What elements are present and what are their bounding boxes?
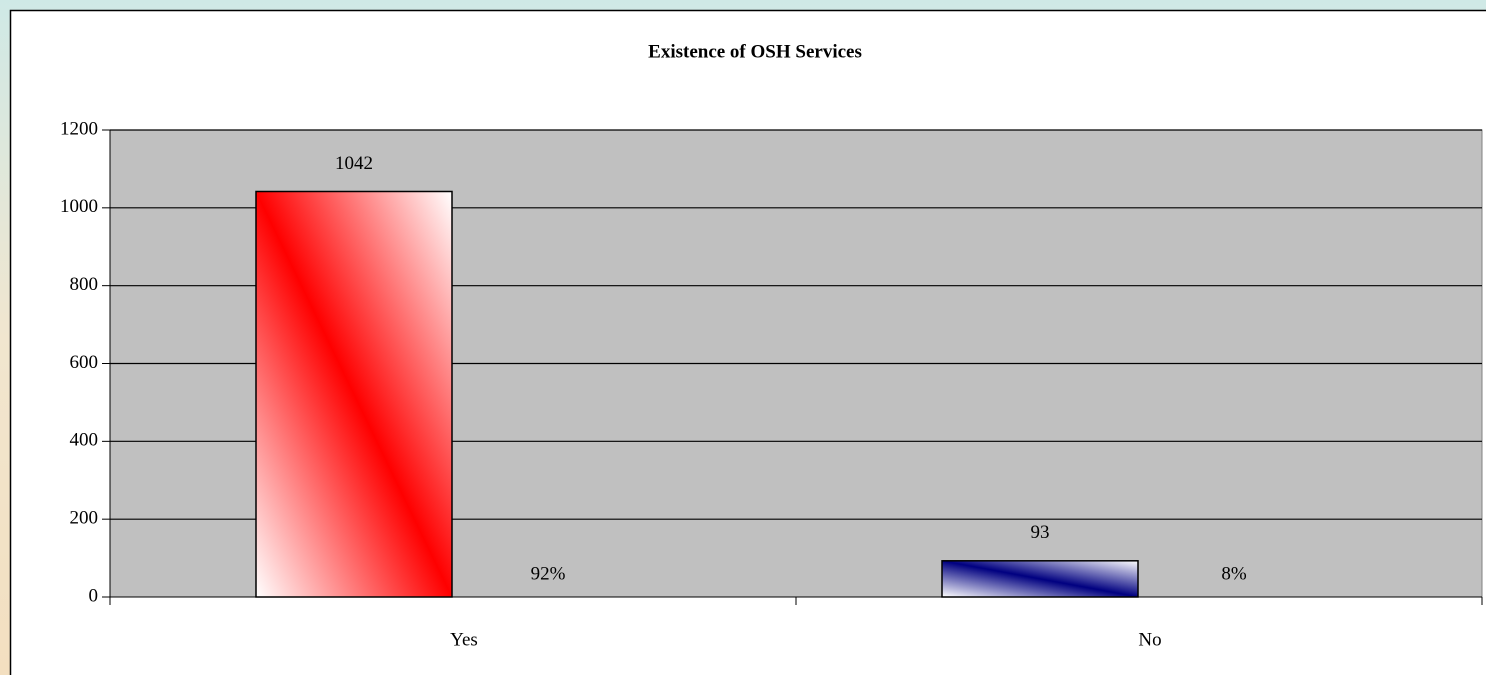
percent-label: 92% [531,563,566,584]
y-tick-label: 1000 [60,196,98,217]
x-tick-label: Yes [450,629,478,650]
chart-title: Existence of OSH Services [648,41,862,62]
y-tick-label: 800 [70,274,99,295]
value-label: 1042 [335,153,373,174]
bar [941,560,1139,598]
value-label: 93 [1031,522,1050,543]
bar [255,190,453,598]
x-tick-label: No [1138,629,1161,650]
percent-label: 8% [1221,563,1247,584]
y-tick-label: 200 [70,508,99,529]
y-tick-label: 400 [70,430,99,451]
y-tick-label: 1200 [60,118,98,139]
y-tick-label: 600 [70,352,99,373]
y-tick-label: 0 [89,585,99,606]
